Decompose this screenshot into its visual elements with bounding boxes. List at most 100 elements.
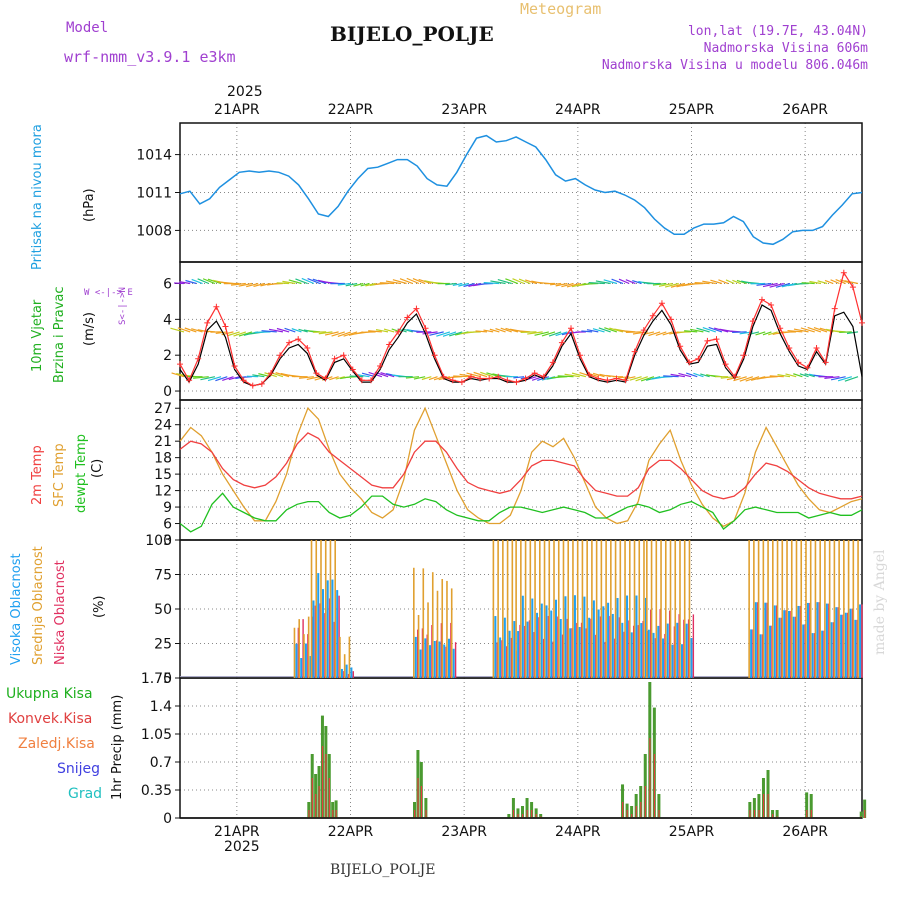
- low-cloud-bar: [757, 602, 759, 678]
- wind-arrow: [413, 376, 426, 380]
- wind-arrow: [579, 372, 593, 378]
- wind-arrow: [399, 278, 413, 285]
- y-tick-label: 4: [163, 312, 172, 328]
- mid-cloud-bar: [553, 540, 555, 678]
- low-cloud-bar: [590, 618, 592, 678]
- high-cloud-bar: [312, 600, 315, 678]
- total-precip-bar: [507, 814, 511, 818]
- high-cloud-bar: [350, 667, 353, 678]
- conv-precip-bar: [325, 754, 327, 818]
- mid-cloud-bar: [348, 636, 351, 678]
- y-tick-label: 18: [154, 451, 172, 467]
- wind-arrow: [385, 280, 401, 285]
- wind-arrow: [658, 282, 673, 287]
- low-cloud-bar: [524, 625, 526, 678]
- wind-speed-marker: [386, 341, 393, 348]
- low-cloud-bar: [623, 631, 625, 678]
- low-cloud-bar: [761, 634, 764, 678]
- low-cloud-bar: [678, 614, 680, 678]
- elevation-label: Nadmorska Visina 606m: [703, 41, 868, 56]
- total-precip-bar: [757, 794, 761, 818]
- high-cloud-bar: [503, 617, 506, 678]
- mid-cloud-bar: [315, 540, 318, 678]
- high-cloud-bar: [295, 643, 298, 678]
- wind-speed-marker: [668, 316, 675, 323]
- high-cloud-bar: [550, 610, 553, 678]
- wind-arrow: [595, 280, 611, 285]
- wind-speed-marker: [495, 373, 502, 380]
- conv-precip-bar: [535, 814, 537, 818]
- wind-arrow: [824, 376, 840, 379]
- wind-arrow: [284, 327, 296, 333]
- wind-arrow: [656, 376, 673, 379]
- ice-precip-legend: Zaledj.Kisa: [18, 736, 95, 752]
- wind-arrow: [793, 328, 809, 333]
- pressure-line: [179, 134, 863, 246]
- mid-cloud-bar: [492, 540, 495, 678]
- mid-cloud-bar: [809, 540, 812, 678]
- low-cloud-bar: [347, 673, 350, 678]
- mid-cloud-bar: [633, 540, 636, 678]
- total-precip-bar: [657, 794, 661, 818]
- low-cloud-bar: [828, 603, 830, 678]
- low-cloud-bar: [454, 642, 457, 678]
- high-cloud-bar: [317, 573, 320, 678]
- wind-speed-marker: [377, 362, 384, 369]
- dewpoint-line: [179, 492, 863, 533]
- wind-arrow: [307, 277, 321, 285]
- wind-arrow: [817, 280, 828, 285]
- wind-arrow: [343, 331, 358, 337]
- high-cloud-bar: [499, 637, 502, 678]
- station-title: BIJELO_POLJE: [330, 22, 494, 46]
- low-cloud-bar: [324, 613, 326, 678]
- mid-cloud-bar: [538, 540, 541, 678]
- conv-precip-bar: [649, 738, 651, 818]
- wind-arrow: [445, 282, 457, 286]
- y-tick-label: 0.7: [150, 755, 172, 771]
- wind-arrow: [238, 282, 253, 287]
- high-cloud-bar: [830, 622, 833, 678]
- wind-arrow: [785, 373, 797, 378]
- conv-precip-bar: [631, 814, 633, 818]
- wind-speed-marker: [768, 302, 775, 309]
- wind-arrow: [756, 282, 772, 286]
- mid-cloud-bar: [595, 540, 598, 678]
- wind-speed-marker: [749, 318, 756, 325]
- wind-arrow: [835, 278, 846, 285]
- high-cloud-bar: [526, 621, 529, 678]
- high-cloud-bar: [331, 579, 334, 678]
- wind-arrow: [475, 330, 488, 333]
- wind-speed-marker: [304, 345, 311, 352]
- wind-speed-marker: [822, 359, 829, 366]
- wind-arrow: [830, 376, 846, 381]
- wind-speed-marker: [777, 325, 784, 332]
- y-tick-label: 2: [163, 348, 172, 364]
- conv-precip-bar: [762, 794, 765, 818]
- total-precip-bar: [525, 798, 529, 818]
- mid-cloud-bar: [520, 540, 522, 678]
- high-cloud-bar: [452, 648, 455, 678]
- wind-arrow: [207, 278, 222, 285]
- high-cloud-bar: [750, 629, 753, 678]
- wind-speed-marker: [840, 269, 847, 276]
- wind-speed-marker: [831, 305, 838, 312]
- high-cloud-bar: [340, 668, 343, 678]
- conv-precip-bar: [315, 794, 317, 818]
- low-cloud-bar: [435, 640, 438, 678]
- mid-cloud-bar: [557, 540, 560, 678]
- high-cloud-bar: [345, 664, 348, 678]
- wind-arrow: [318, 331, 333, 335]
- wind-arrow: [433, 376, 444, 381]
- high-cloud-bar: [806, 602, 809, 678]
- low-cloud-bar: [328, 598, 331, 678]
- low-cloud-bar: [668, 610, 671, 678]
- high-cloud-bar: [443, 644, 446, 678]
- mid-cloud-bar: [548, 540, 551, 678]
- conv-precip-bar: [517, 814, 519, 818]
- y-tick-label: 0: [163, 811, 172, 827]
- wind-arrow: [551, 376, 568, 379]
- wind-speed-marker: [295, 336, 302, 343]
- conv-precip-bar: [753, 810, 756, 818]
- mid-cloud-bar: [515, 540, 517, 678]
- hail-legend: Grad: [68, 786, 103, 802]
